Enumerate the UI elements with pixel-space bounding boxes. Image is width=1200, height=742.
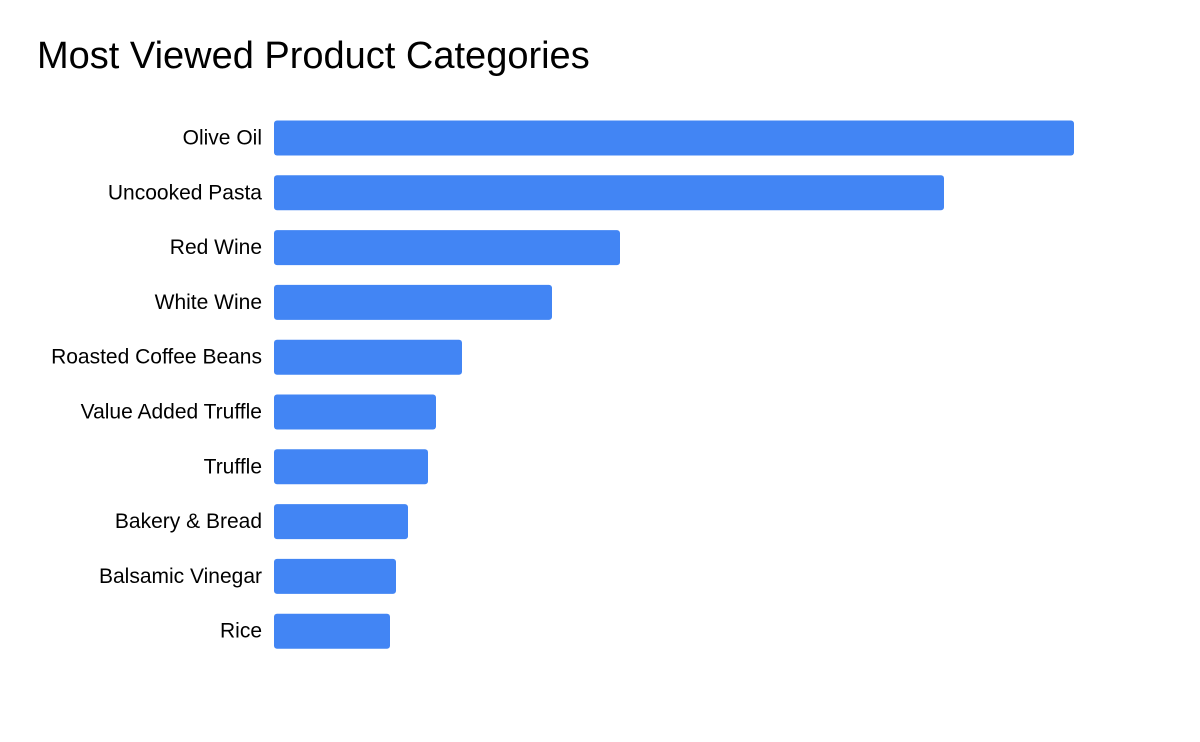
category-label: Roasted Coffee Beans bbox=[51, 346, 262, 369]
bar bbox=[274, 449, 428, 485]
category-label: Red Wine bbox=[170, 236, 262, 259]
bar bbox=[274, 394, 436, 430]
bar bbox=[274, 175, 944, 211]
category-label: Olive Oil bbox=[183, 127, 262, 150]
category-label: Value Added Truffle bbox=[81, 401, 262, 424]
category-label: Bakery & Bread bbox=[115, 510, 262, 533]
category-label: Truffle bbox=[204, 455, 262, 478]
bar bbox=[274, 230, 620, 266]
chart-title: Most Viewed Product Categories bbox=[37, 35, 590, 77]
bars-layer bbox=[274, 120, 1074, 649]
category-label: Rice bbox=[220, 620, 262, 643]
bar bbox=[274, 120, 1074, 156]
category-label: Uncooked Pasta bbox=[108, 181, 262, 204]
bar bbox=[274, 339, 462, 375]
bar bbox=[274, 284, 552, 320]
category-label: Balsamic Vinegar bbox=[99, 565, 262, 588]
category-label: White Wine bbox=[155, 291, 262, 314]
bar bbox=[274, 504, 408, 540]
bar bbox=[274, 613, 390, 649]
bar bbox=[274, 558, 396, 594]
category-labels-layer: Olive Oil Uncooked Pasta Red Wine White Win… bbox=[51, 127, 262, 643]
